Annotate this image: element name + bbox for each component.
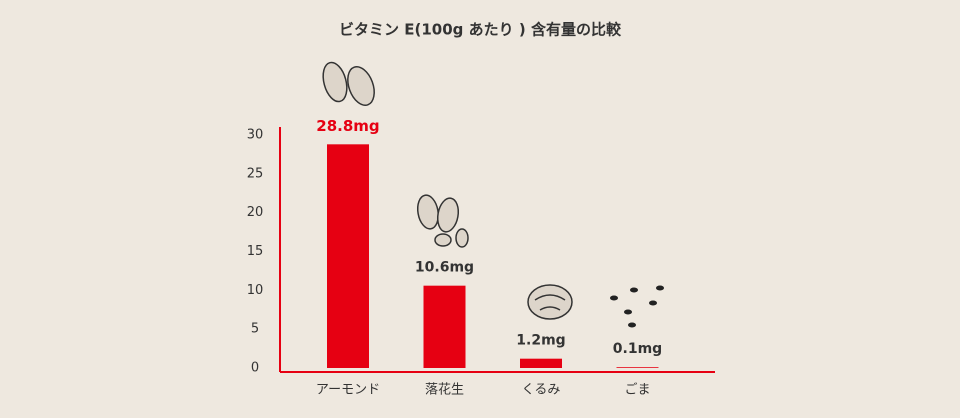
value-label: 28.8mg [316,117,379,135]
bar [423,285,466,368]
y-tick-label: 25 [247,166,264,181]
bar [327,144,369,368]
value-label: 1.2mg [516,333,565,349]
walnut-icon [527,284,573,320]
x-tick-label: アーモンド [316,383,380,398]
x-tick-label: 落花生 [425,382,464,398]
y-tick-label: 15 [247,244,264,259]
value-label: 10.6mg [415,260,474,276]
y-tick-label: 30 [247,128,264,143]
peanut-icon [416,194,469,248]
almond-icon [322,61,375,106]
value-label: 0.1mg [613,341,662,357]
x-tick-label: くるみ [522,383,561,398]
bar [520,358,562,368]
y-tick-label: 5 [251,322,259,337]
y-tick-label: 10 [247,283,264,298]
x-tick-label: ごま [624,382,650,398]
bar [616,367,659,368]
sesame-icon [610,285,664,328]
chart-title: ビタミン E(100g あたり ) 含有量の比較 [339,21,622,39]
y-tick-label: 20 [247,205,264,220]
y-tick-label: 0 [251,361,259,376]
